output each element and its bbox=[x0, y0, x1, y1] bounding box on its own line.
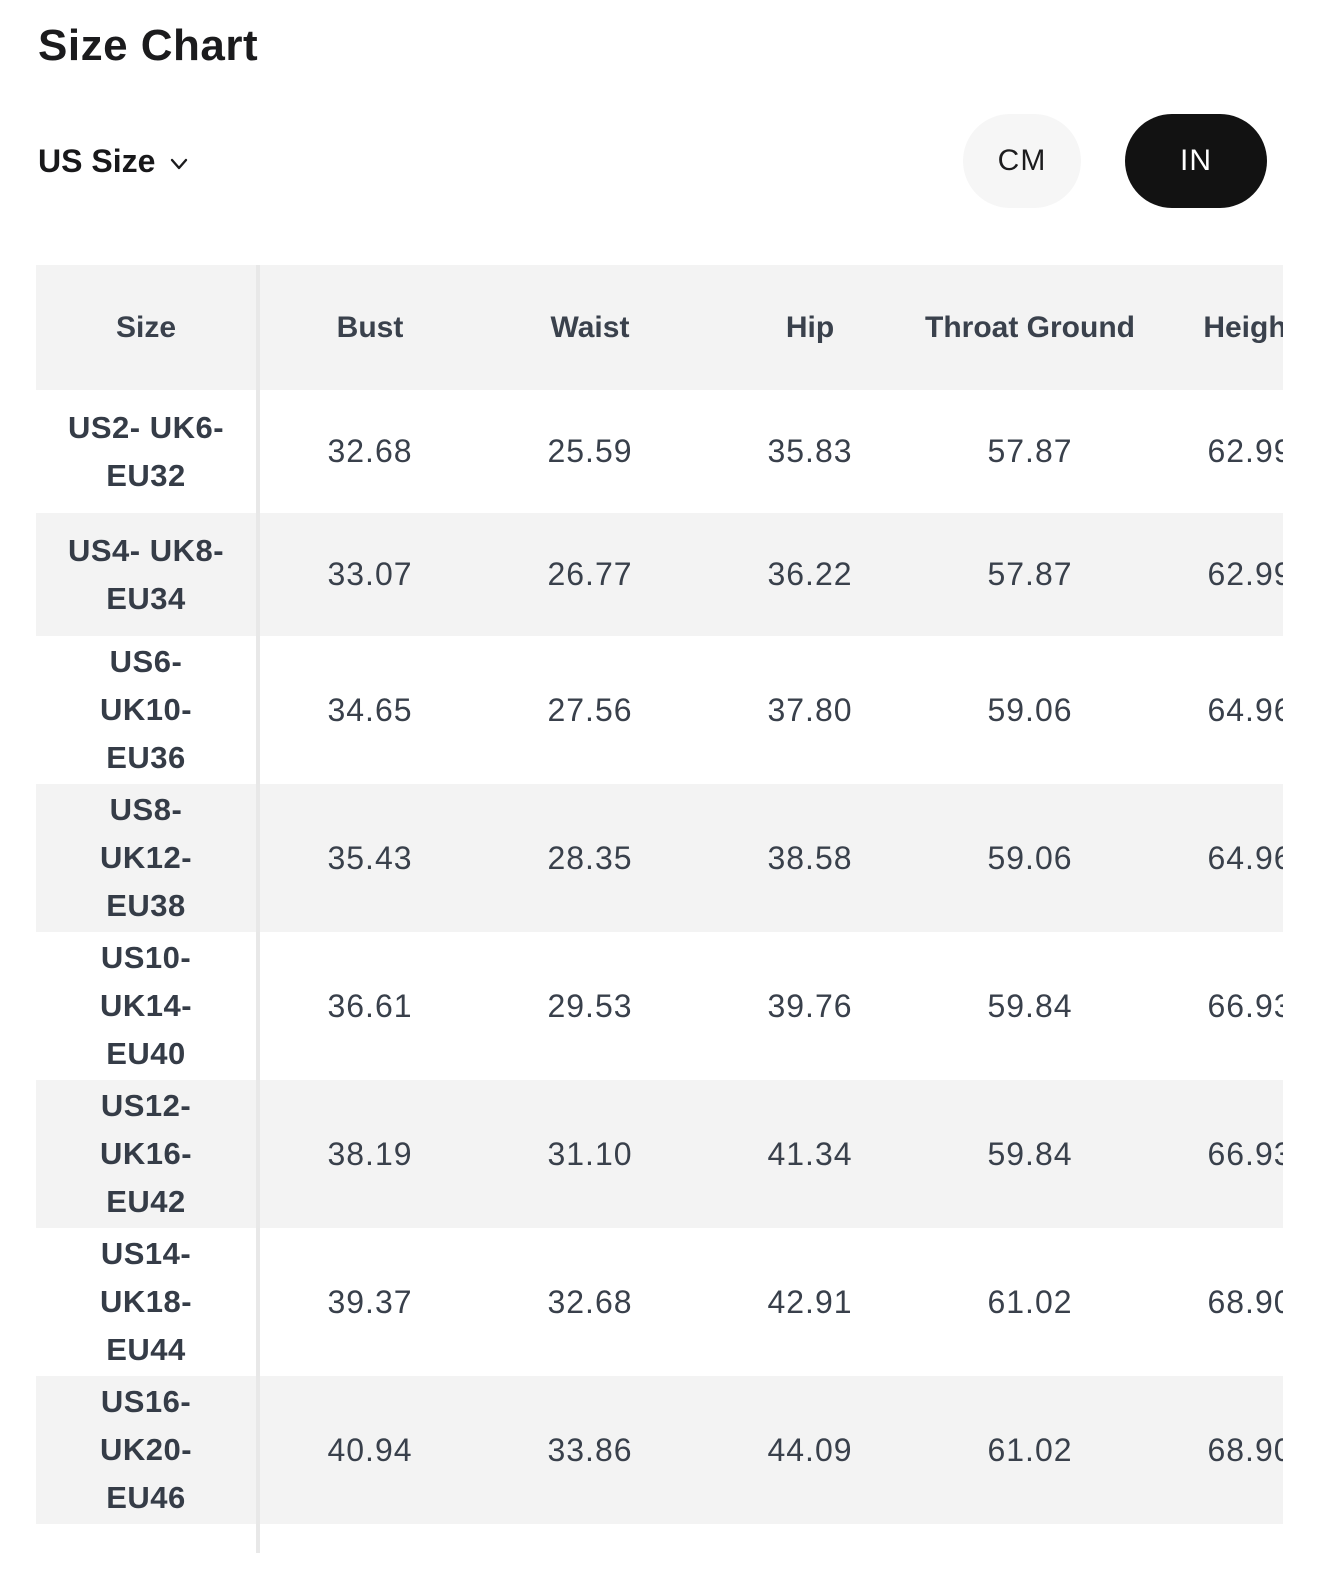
column-header-size: Size bbox=[36, 265, 260, 390]
table-row: US2- UK6- EU32 32.68 25.59 35.83 57.87 62… bbox=[36, 390, 1283, 513]
size-table: Size Bust Waist Hip Throat Ground Height… bbox=[36, 265, 1283, 1524]
size-cell: US2- UK6- EU32 bbox=[36, 390, 260, 513]
table-row: US6- UK10- EU36 34.65 27.56 37.80 59.06 64… bbox=[36, 636, 1283, 784]
value-cell: 64.96 bbox=[1140, 784, 1283, 932]
value-cell: 32.68 bbox=[327, 433, 413, 469]
value-cell: 28.35 bbox=[480, 784, 700, 932]
value-cell: 36.61 bbox=[327, 987, 413, 1024]
size-cell: US16- UK20- EU46 bbox=[36, 1376, 260, 1524]
chevron-down-icon bbox=[171, 158, 188, 170]
column-header-waist: Waist bbox=[480, 265, 700, 390]
table-row: US8- UK12- EU38 35.43 28.35 38.58 59.06 64… bbox=[36, 784, 1283, 932]
column-header-hip: Hip bbox=[700, 265, 920, 390]
column-header-bust: Bust bbox=[260, 265, 480, 390]
value-cell: 36.22 bbox=[700, 513, 920, 636]
value-cell: 32.68 bbox=[547, 1283, 633, 1320]
table-row: US14- UK18- EU44 39.37 32.68 42.91 61.02 6… bbox=[36, 1228, 1283, 1376]
value-cell: 39.76 bbox=[767, 987, 853, 1024]
controls-row: US Size CM IN bbox=[0, 114, 1320, 208]
size-column-divider-tail bbox=[36, 1524, 260, 1553]
value-cell: 39.37 bbox=[327, 1283, 413, 1320]
table-row: US12- UK16- EU42 38.19 31.10 41.34 59.84 6… bbox=[36, 1080, 1283, 1228]
page-title: Size Chart bbox=[38, 21, 259, 70]
column-header-height: Height bbox=[1140, 265, 1283, 390]
value-cell: 57.87 bbox=[920, 513, 1140, 636]
unit-toggle: CM IN bbox=[963, 114, 1267, 208]
value-cell: 42.91 bbox=[767, 1283, 853, 1320]
value-cell: 62.99 bbox=[1140, 513, 1283, 636]
value-cell: 33.07 bbox=[260, 513, 480, 636]
value-cell: 61.02 bbox=[920, 1376, 1140, 1524]
size-standard-label: US Size bbox=[38, 142, 156, 179]
value-cell: 38.58 bbox=[700, 784, 920, 932]
value-cell: 66.93 bbox=[1140, 1080, 1283, 1228]
value-cell: 61.02 bbox=[987, 1283, 1073, 1320]
value-cell: 27.56 bbox=[547, 691, 633, 728]
value-cell: 33.86 bbox=[480, 1376, 700, 1524]
value-cell: 64.96 bbox=[1207, 691, 1283, 728]
size-table-scroll-area[interactable]: Size Bust Waist Hip Throat Ground Height… bbox=[36, 265, 1283, 1553]
value-cell: 59.84 bbox=[920, 1080, 1140, 1228]
value-cell: 44.09 bbox=[700, 1376, 920, 1524]
value-cell: 40.94 bbox=[260, 1376, 480, 1524]
size-cell: US8- UK12- EU38 bbox=[36, 784, 260, 932]
value-cell: 25.59 bbox=[547, 433, 633, 469]
value-cell: 59.06 bbox=[987, 691, 1073, 728]
column-header-throat-ground: Throat Ground bbox=[920, 265, 1140, 390]
value-cell: 59.06 bbox=[920, 784, 1140, 932]
value-cell: 31.10 bbox=[480, 1080, 700, 1228]
table-row: US16- UK20- EU46 40.94 33.86 44.09 61.02 6… bbox=[36, 1376, 1283, 1524]
value-cell: 68.90 bbox=[1207, 1283, 1283, 1320]
size-cell: US14- UK18- EU44 bbox=[36, 1228, 260, 1376]
value-cell: 29.53 bbox=[547, 987, 633, 1024]
size-cell: US12- UK16- EU42 bbox=[36, 1080, 260, 1228]
value-cell: 41.34 bbox=[700, 1080, 920, 1228]
value-cell: 66.93 bbox=[1207, 987, 1283, 1024]
value-cell: 26.77 bbox=[480, 513, 700, 636]
cm-button[interactable]: CM bbox=[963, 114, 1081, 208]
value-cell: 57.87 bbox=[987, 433, 1073, 469]
value-cell: 34.65 bbox=[327, 691, 413, 728]
size-standard-dropdown[interactable]: US Size bbox=[38, 143, 191, 180]
value-cell: 59.84 bbox=[987, 987, 1073, 1024]
in-button[interactable]: IN bbox=[1125, 114, 1267, 208]
size-cell: US10- UK14- EU40 bbox=[36, 932, 260, 1080]
value-cell: 37.80 bbox=[767, 691, 853, 728]
size-cell: US4- UK8- EU34 bbox=[36, 513, 260, 636]
value-cell: 35.83 bbox=[767, 433, 853, 469]
table-row: US10- UK14- EU40 36.61 29.53 39.76 59.84 6… bbox=[36, 932, 1283, 1080]
table-row: US4- UK8- EU34 33.07 26.77 36.22 57.87 62… bbox=[36, 513, 1283, 636]
value-cell: 35.43 bbox=[260, 784, 480, 932]
size-cell: US6- UK10- EU36 bbox=[36, 636, 260, 784]
header-row: Size Bust Waist Hip Throat Ground Height bbox=[36, 265, 1283, 390]
value-cell: 62.99 bbox=[1207, 433, 1283, 469]
value-cell: 68.90 bbox=[1140, 1376, 1283, 1524]
value-cell: 38.19 bbox=[260, 1080, 480, 1228]
